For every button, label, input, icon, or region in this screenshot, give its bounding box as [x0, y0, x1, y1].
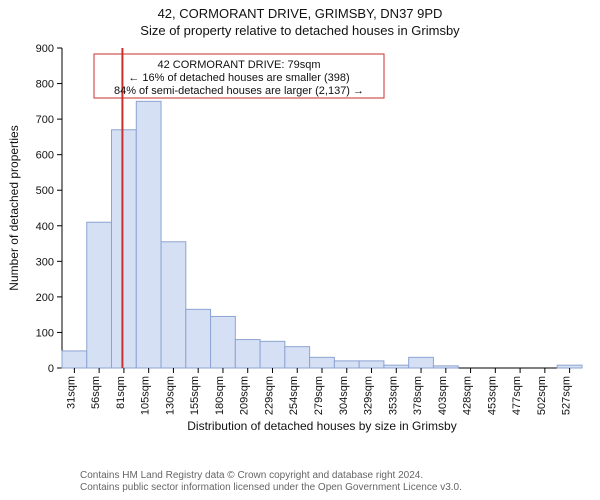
svg-text:453sqm: 453sqm [486, 376, 498, 415]
histogram-bar [87, 222, 112, 368]
footer-line-1: Contains HM Land Registry data © Crown c… [80, 470, 462, 482]
histogram-bar [186, 309, 211, 368]
svg-text:130sqm: 130sqm [164, 376, 176, 415]
histogram-bar [62, 351, 87, 368]
svg-text:477sqm: 477sqm [511, 376, 523, 415]
histogram-bar [433, 366, 458, 368]
svg-text:200: 200 [36, 292, 54, 304]
page-subtitle: Size of property relative to detached ho… [0, 21, 600, 38]
svg-text:700: 700 [36, 114, 54, 126]
svg-text:180sqm: 180sqm [214, 376, 226, 415]
svg-text:600: 600 [36, 150, 54, 162]
svg-text:229sqm: 229sqm [263, 376, 275, 415]
svg-text:81sqm: 81sqm [115, 376, 127, 409]
svg-text:209sqm: 209sqm [239, 376, 251, 415]
svg-text:300: 300 [36, 256, 54, 268]
svg-text:353sqm: 353sqm [387, 376, 399, 415]
svg-text:100: 100 [36, 327, 54, 339]
svg-text:254sqm: 254sqm [288, 376, 300, 415]
svg-text:31sqm: 31sqm [65, 376, 77, 409]
histogram-bar [211, 316, 236, 368]
histogram-bar [409, 357, 434, 368]
histogram-bar [359, 361, 384, 368]
page-title: 42, CORMORANT DRIVE, GRIMSBY, DN37 9PD [0, 0, 600, 21]
callout-line-3: 84% of semi-detached houses are larger (… [114, 85, 364, 97]
histogram-bar [112, 130, 137, 368]
histogram-bar [334, 361, 359, 368]
svg-text:329sqm: 329sqm [363, 376, 375, 415]
svg-text:502sqm: 502sqm [536, 376, 548, 415]
svg-text:428sqm: 428sqm [462, 376, 474, 415]
footer-attribution: Contains HM Land Registry data © Crown c… [80, 470, 462, 494]
svg-text:105sqm: 105sqm [140, 376, 152, 415]
svg-text:527sqm: 527sqm [561, 376, 573, 415]
histogram-chart: 0 100 200 300 400 500 600 700 800 900 31sqm 56sqm 81… [0, 40, 600, 440]
callout-line-2: ← 16% of detached houses are smaller (39… [128, 72, 349, 84]
svg-text:279sqm: 279sqm [313, 376, 325, 415]
histogram-bar [557, 365, 582, 368]
callout-line-1: 42 CORMORANT DRIVE: 79sqm [157, 59, 320, 71]
y-axis-label: Number of detached properties [7, 125, 21, 290]
x-axis-label: Distribution of detached houses by size … [187, 419, 456, 433]
histogram-bar [260, 341, 285, 368]
svg-text:400: 400 [36, 221, 54, 233]
svg-text:304sqm: 304sqm [338, 376, 350, 415]
svg-text:0: 0 [48, 363, 54, 375]
svg-text:900: 900 [36, 43, 54, 55]
svg-text:378sqm: 378sqm [412, 376, 424, 415]
histogram-bar [136, 101, 161, 368]
svg-text:155sqm: 155sqm [189, 376, 201, 415]
svg-text:500: 500 [36, 185, 54, 197]
histogram-bar [235, 340, 260, 368]
histogram-bar [161, 242, 186, 368]
svg-text:800: 800 [36, 79, 54, 91]
histogram-bar [285, 347, 310, 368]
histogram-bar [384, 365, 409, 368]
histogram-bar [310, 357, 335, 368]
svg-text:403sqm: 403sqm [437, 376, 449, 415]
svg-text:56sqm: 56sqm [90, 376, 102, 409]
footer-line-2: Contains public sector information licen… [80, 482, 462, 494]
